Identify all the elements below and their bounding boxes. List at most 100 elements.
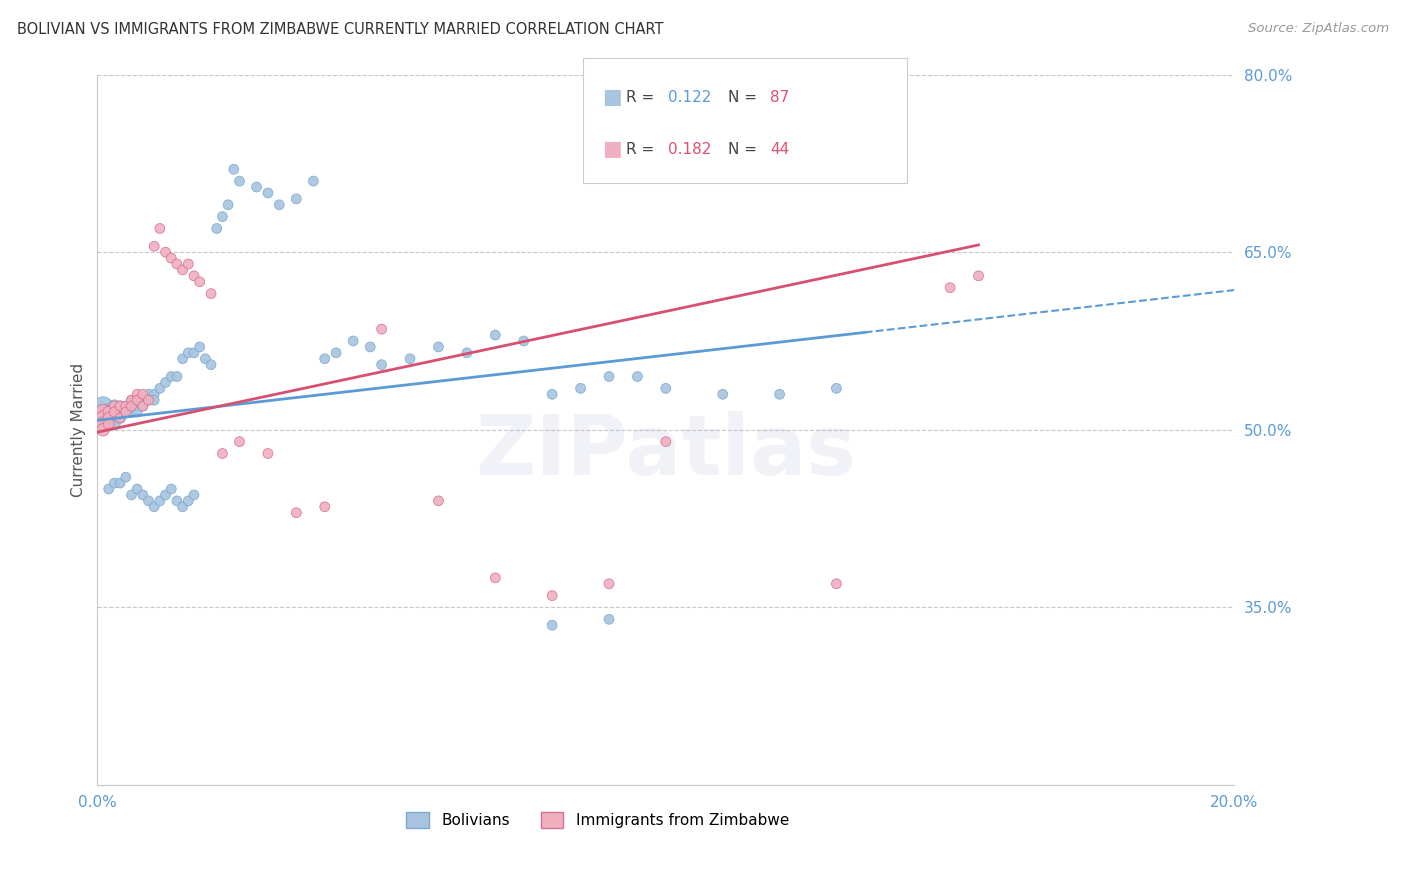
Point — [512, 334, 534, 348]
Point — [132, 488, 155, 502]
Point — [132, 387, 155, 401]
Point — [626, 369, 648, 384]
Point — [177, 346, 200, 360]
Point — [143, 239, 166, 253]
Point — [427, 494, 450, 508]
Point — [114, 405, 136, 419]
Point — [427, 340, 450, 354]
Point — [155, 245, 177, 260]
Point — [569, 381, 592, 395]
Point — [114, 470, 136, 484]
Point — [138, 393, 160, 408]
Point — [269, 198, 291, 212]
Point — [149, 381, 172, 395]
Point — [768, 387, 790, 401]
Point — [121, 393, 143, 408]
Y-axis label: Currently Married: Currently Married — [72, 363, 86, 497]
Point — [257, 186, 280, 200]
Point — [711, 387, 734, 401]
Point — [91, 411, 114, 425]
Point — [114, 399, 136, 413]
Point — [598, 612, 620, 626]
Point — [967, 268, 990, 283]
Point — [97, 482, 120, 496]
Point — [177, 257, 200, 271]
Point — [825, 576, 848, 591]
Point — [370, 322, 392, 336]
Point — [103, 399, 125, 413]
Point — [359, 340, 381, 354]
Point — [541, 618, 564, 632]
Point — [103, 405, 125, 419]
Point — [97, 405, 120, 419]
Point — [114, 405, 136, 419]
Point — [172, 351, 194, 366]
Point — [97, 417, 120, 431]
Text: ZIPatlas: ZIPatlas — [475, 410, 856, 491]
Point — [314, 351, 336, 366]
Point — [91, 405, 114, 419]
Point — [541, 387, 564, 401]
Point — [160, 369, 183, 384]
Point — [183, 346, 205, 360]
Point — [127, 405, 149, 419]
Point — [127, 393, 149, 408]
Point — [127, 482, 149, 496]
Point — [541, 589, 564, 603]
Point — [121, 399, 143, 413]
Text: 0.182: 0.182 — [668, 142, 711, 157]
Text: R =: R = — [626, 142, 659, 157]
Point — [370, 358, 392, 372]
Point — [103, 399, 125, 413]
Point — [149, 221, 172, 235]
Point — [257, 446, 280, 460]
Point — [127, 399, 149, 413]
Point — [302, 174, 325, 188]
Point — [108, 476, 131, 491]
Point — [143, 393, 166, 408]
Text: N =: N = — [728, 142, 762, 157]
Point — [114, 405, 136, 419]
Point — [211, 210, 233, 224]
Point — [91, 417, 114, 431]
Point — [484, 571, 506, 585]
Point — [103, 405, 125, 419]
Point — [103, 417, 125, 431]
Point — [228, 434, 250, 449]
Point — [285, 506, 308, 520]
Point — [166, 369, 188, 384]
Point — [598, 369, 620, 384]
Text: 87: 87 — [770, 90, 790, 104]
Point — [200, 286, 222, 301]
Point — [143, 500, 166, 514]
Point — [114, 399, 136, 413]
Point — [205, 221, 228, 235]
Point — [121, 488, 143, 502]
Point — [399, 351, 422, 366]
Point — [155, 488, 177, 502]
Point — [160, 251, 183, 265]
Point — [228, 174, 250, 188]
Point — [172, 500, 194, 514]
Point — [97, 411, 120, 425]
Text: ■: ■ — [602, 87, 621, 107]
Point — [143, 387, 166, 401]
Point — [222, 162, 245, 177]
Point — [177, 494, 200, 508]
Text: 0.122: 0.122 — [668, 90, 711, 104]
Point — [97, 411, 120, 425]
Point — [314, 500, 336, 514]
Text: 44: 44 — [770, 142, 790, 157]
Point — [108, 399, 131, 413]
Point — [127, 393, 149, 408]
Point — [484, 328, 506, 343]
Point — [200, 358, 222, 372]
Point — [655, 381, 678, 395]
Point — [97, 405, 120, 419]
Point — [108, 405, 131, 419]
Point — [160, 482, 183, 496]
Point — [138, 494, 160, 508]
Point — [188, 340, 211, 354]
Point — [172, 263, 194, 277]
Text: R =: R = — [626, 90, 659, 104]
